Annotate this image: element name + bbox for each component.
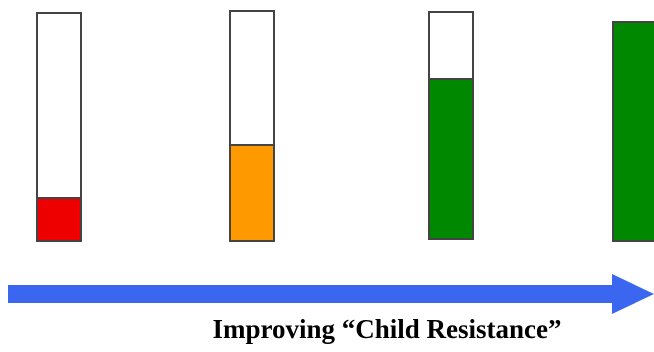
gauge-3 [428, 11, 474, 240]
progress-arrow [8, 272, 654, 316]
gauge-3-fill [430, 78, 472, 238]
gauge-4-fill [614, 23, 654, 240]
gauge-2-fill [231, 144, 273, 240]
gauge-1 [36, 12, 82, 242]
arrow-right-icon [8, 274, 654, 314]
gauge-2 [229, 10, 275, 242]
caption: Improving “Child Resistance” [212, 314, 562, 344]
gauge-1-fill [38, 197, 80, 240]
arrow-shape [8, 274, 654, 314]
gauge-4 [612, 21, 654, 242]
